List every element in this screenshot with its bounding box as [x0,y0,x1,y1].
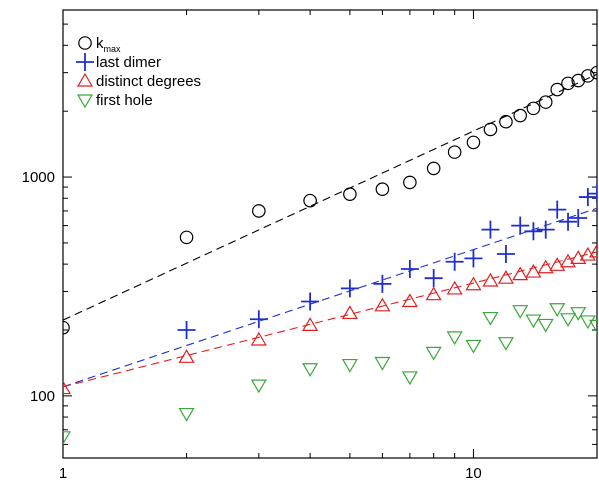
axis-ticks [62,10,598,458]
data-point [483,122,498,137]
data-point [569,208,588,227]
data-point [513,108,528,123]
data-point [499,114,513,129]
data-point [590,65,597,80]
data-point [302,363,319,377]
data-point [303,193,317,208]
data-point [526,101,541,116]
data-point [301,292,320,311]
data-point [178,407,195,422]
data-point [447,145,462,159]
data-point [401,293,418,308]
data-point [538,95,553,109]
data-point [445,252,464,271]
fit-line-last-dimer [63,207,597,388]
plus-icon [76,53,94,71]
data-point [374,297,391,312]
data-point [482,272,499,287]
data-point [579,246,596,261]
data-point [525,263,542,278]
data-point [559,253,577,268]
data-point [425,286,442,301]
data-point [375,182,390,196]
data-point [464,249,483,268]
data-point [570,307,587,321]
fit-line-distinct-degrees [63,251,597,388]
data-point [250,331,267,346]
data-point [341,305,358,320]
data-point [373,274,392,293]
data-point [559,212,578,231]
data-point [403,175,417,190]
data-point [465,276,482,291]
data-point [588,243,597,258]
fit-line-k-max [63,73,597,321]
data-point [340,279,359,298]
data-point [177,320,196,339]
data-point [559,313,577,327]
legend-label: distinct degrees [96,73,201,90]
data-point [570,250,587,264]
tick-labels: 1 10 100 1000 [22,169,482,481]
data-point [424,269,443,288]
data-point [561,76,575,91]
plot-frame [62,9,598,459]
data-point [549,303,566,317]
data-point [581,69,595,83]
y-tick-label: 100 [30,388,55,405]
triangle-up-icon [76,72,94,87]
data-point [537,259,554,274]
data-point [481,220,500,239]
data-point [179,230,194,245]
y-tick-label: 1000 [22,169,55,186]
data-point [465,339,482,354]
data-point [343,187,357,201]
data-point [400,259,419,278]
data-point [496,244,515,263]
data-point [63,320,70,335]
data-point [401,371,418,386]
data-point [536,220,555,239]
legend-label: kmax [96,35,121,54]
data-point [250,379,267,394]
x-tick-label: 1 [59,465,67,481]
triangle-down-icon [76,94,94,109]
data-point [588,319,597,334]
data-point [374,356,391,371]
data-point [446,331,463,346]
data-point [446,280,463,295]
data-point [548,200,567,219]
data-point [341,358,358,373]
data-point [497,269,514,284]
data-point [525,314,542,329]
data-point [497,337,514,351]
legend-label: first hole [96,92,153,109]
data-point [578,188,597,207]
data-point [302,317,319,331]
data-point [482,311,499,326]
data-point [512,266,529,281]
data-point [588,184,597,203]
data-point [178,349,195,363]
x-tick-label: 10 [465,465,482,481]
data-point [63,431,72,445]
data-point [249,310,268,329]
data-point [466,135,481,150]
data-point [252,204,266,218]
data-point [425,346,442,361]
data-markers [63,65,597,445]
data-point [511,216,530,235]
data-point [512,305,529,319]
circle-icon [78,36,92,50]
data-point [549,257,566,271]
legend-subscript: max [104,44,122,54]
data-point [524,222,543,241]
data-point [63,380,72,395]
data-point [550,82,565,97]
legend-label: last dimer [96,54,161,71]
data-point [537,318,554,333]
data-point [426,161,441,176]
